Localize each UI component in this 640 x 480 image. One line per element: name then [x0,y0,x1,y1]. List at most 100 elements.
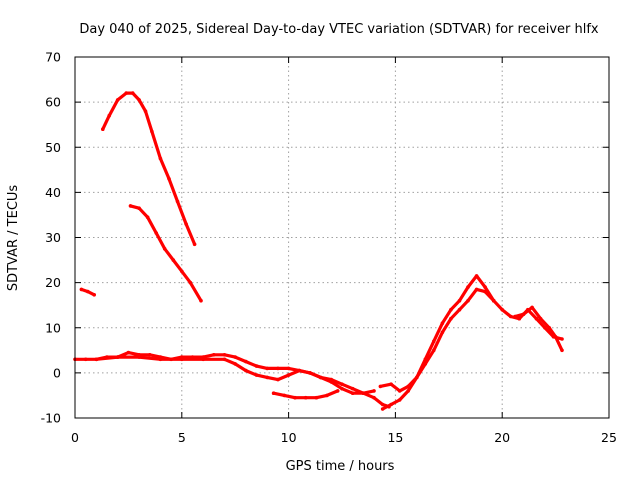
data-point [150,129,154,134]
x-tick-label: 10 [281,430,297,445]
data-point [521,312,526,317]
data-point [350,391,355,396]
data-point [92,293,96,297]
data-point [86,289,90,294]
data-point [107,113,111,118]
data-point [553,335,558,339]
data-point [180,269,184,274]
data-point [286,366,291,371]
ticks [74,56,610,419]
data-point [162,247,167,251]
y-tick-label: -10 [41,411,61,426]
data-point [167,177,171,181]
data-point [547,326,551,330]
data-point [180,357,184,362]
series-line-arc-4 [73,351,391,409]
data-point [423,362,428,366]
data-point [432,348,436,353]
data-point [449,316,453,321]
data-point [350,386,355,391]
data-point [483,289,487,294]
grid [75,57,609,418]
data-point [406,389,411,393]
data-point [474,274,479,278]
data-point [126,350,131,355]
data-point [286,373,291,377]
data-point [101,127,105,131]
data-point [449,307,453,312]
data-point [543,326,547,330]
data-point [314,395,319,400]
data-point [130,91,135,95]
data-point [483,285,487,289]
data-point [440,330,445,335]
data-point [474,287,479,292]
data-point [372,395,376,400]
data-point [361,391,366,396]
data-point [440,321,445,326]
y-tick-label: 0 [53,365,61,380]
data-point [265,375,270,380]
data-point [128,204,133,208]
data-point [254,364,259,368]
y-tick-label: 50 [45,140,61,155]
data-point [340,382,344,387]
data-point [303,395,308,400]
data-point [137,98,141,102]
data-point [137,206,141,210]
data-point [415,375,419,380]
data-point [560,348,564,353]
data-point [171,258,176,262]
series-group [73,91,564,411]
y-tick-label: 10 [45,320,61,335]
data-point [199,298,203,303]
data-point [318,375,323,380]
x-tick-label: 5 [178,430,186,445]
data-point [175,199,180,204]
y-tick-label: 60 [45,95,61,110]
data-point [282,393,287,398]
data-point [276,377,280,382]
data-point [158,357,163,362]
data-point [233,355,237,359]
data-point [297,368,302,373]
data-point [233,362,237,366]
data-point [222,353,227,357]
data-point [378,384,383,389]
data-point [212,353,216,357]
x-axis-label: GPS time / hours [286,459,395,474]
data-point [222,357,227,362]
data-point [389,402,393,407]
y-tick-label: 40 [45,185,61,200]
data-point [491,298,496,303]
data-point [244,359,248,364]
data-point [517,316,522,321]
data-point [534,316,539,321]
y-axis-label: SDTVAR / TECUs [6,185,21,292]
data-point [380,402,385,407]
data-point [538,316,543,321]
data-point [148,353,152,357]
data-point [192,242,197,247]
tick-labels: 0 5 10 15 20 25 -10 0 10 20 30 40 50 60 70 [41,50,617,446]
y-tick-label: 30 [45,230,61,245]
data-point [466,285,470,289]
data-point [124,91,129,95]
data-point [560,337,564,341]
data-point [372,389,376,393]
x-tick-label: 0 [71,430,79,445]
data-point [457,298,462,303]
data-point [154,231,158,235]
data-point [325,393,329,398]
x-tick-label: 15 [387,430,403,445]
data-point [466,298,470,303]
data-point [276,366,280,371]
data-point [335,389,340,393]
data-point [83,357,88,362]
x-tick-label: 25 [601,430,617,445]
data-point [457,307,462,312]
data-point [115,98,120,102]
data-point [143,109,148,113]
data-point [329,380,334,384]
y-tick-label: 20 [45,275,61,290]
